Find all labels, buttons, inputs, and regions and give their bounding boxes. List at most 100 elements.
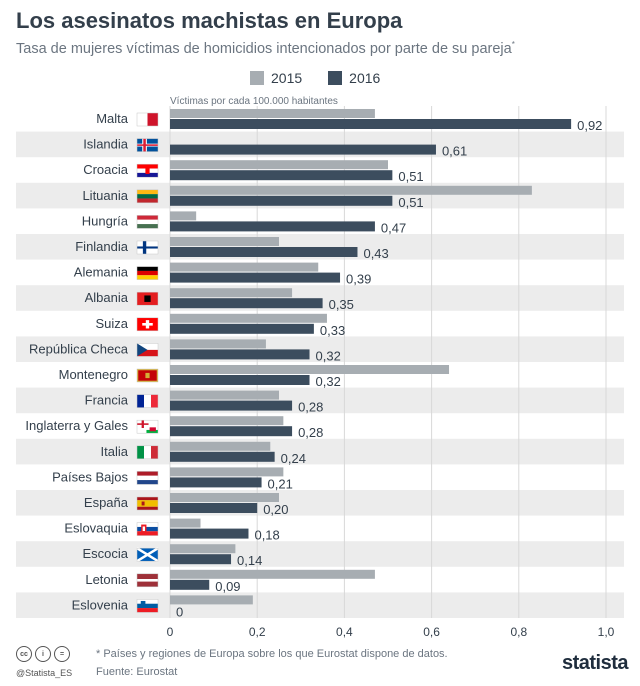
flag-lithuania-icon (136, 189, 159, 204)
value-label-2016: 0,09 (215, 579, 240, 594)
flag-slovakia-icon (136, 522, 159, 536)
bar-2016 (170, 528, 249, 539)
bar-2015 (170, 185, 532, 195)
bar-chart: Víctimas por cada 100.000 habitantes 0 0,2… (16, 96, 624, 639)
bar-2015 (170, 262, 319, 272)
value-label-2016: 0,21 (268, 476, 293, 491)
value-label-2016: 0,28 (298, 400, 323, 415)
social-handle: @Statista_ES (16, 668, 73, 678)
flag-albania-icon (136, 291, 159, 306)
category-label: Países Bajos (52, 469, 128, 484)
statista-logo: statista (561, 652, 629, 674)
row-stripe (16, 438, 624, 465)
bar-2015 (170, 313, 327, 323)
row-stripe (16, 592, 624, 618)
value-label-2016: 0,61 (442, 144, 467, 159)
flag-england-wales-icon (136, 419, 159, 434)
value-label-2016: 0,18 (254, 528, 279, 543)
bar-2015 (170, 365, 450, 374)
flag-finland-icon (136, 240, 159, 255)
bar-2015 (170, 390, 279, 400)
category-label: Malta (96, 111, 129, 126)
category-label: Suiza (95, 316, 128, 331)
value-label-2016: 0,35 (329, 297, 354, 312)
category-label: Croacia (83, 162, 129, 177)
bar-2016 (170, 221, 375, 232)
license-icons: cc i = (16, 646, 73, 662)
row-stripe (16, 541, 624, 567)
legend-swatch-2016 (328, 71, 343, 85)
flag-spain-icon (136, 496, 159, 511)
bar-2015 (170, 416, 284, 426)
value-label-2016: 0,32 (316, 374, 341, 389)
bar-2015 (170, 544, 236, 554)
bar-2016 (170, 323, 314, 334)
flag-malta-icon (136, 112, 159, 127)
bar-2015 (170, 518, 201, 528)
bar-2016 (170, 400, 293, 411)
cc-icon: cc (16, 646, 32, 662)
category-label: Francia (85, 393, 129, 408)
subtitle-footnote-mark: * (511, 40, 515, 49)
category-label: Italia (101, 444, 129, 459)
source: Fuente: Eurostat (96, 666, 178, 678)
value-label-2016: 0,92 (577, 118, 602, 133)
chart-title: Los asesinatos machistas en Europa (16, 8, 403, 33)
bar-2016 (170, 170, 393, 181)
value-label-2016: 0,32 (316, 348, 341, 363)
bar-2016 (170, 426, 293, 437)
legend-item-2016: 2016 (328, 70, 380, 86)
bar-2015 (170, 569, 375, 579)
bar-2015 (170, 441, 271, 451)
category-label: Islandia (83, 137, 129, 152)
value-label-2016: 0,20 (263, 502, 288, 517)
bar-2016 (170, 477, 262, 488)
flag-france-icon (136, 394, 159, 408)
value-label-2016: 0,14 (237, 553, 262, 568)
category-label: Eslovaquia (64, 521, 128, 536)
bar-2016 (170, 119, 572, 129)
flag-hungary-icon (136, 215, 159, 229)
value-label-2016: 0,39 (346, 272, 371, 287)
bar-2015 (170, 211, 197, 221)
category-label: Montenegro (59, 367, 128, 382)
flag-iceland-icon (136, 138, 159, 152)
flag-slovenia-icon (136, 599, 159, 613)
value-label-2016: 0,47 (381, 220, 406, 235)
bar-2016 (170, 349, 310, 360)
row-stripe (16, 387, 624, 414)
bar-2016 (170, 298, 323, 309)
row-stripe (16, 490, 624, 516)
bar-2016 (170, 272, 341, 283)
chart-subtitle: Tasa de mujeres víctimas de homicidios i… (16, 40, 515, 57)
category-label: Letonia (85, 572, 128, 587)
value-label-2016: 0,28 (298, 425, 323, 440)
flag-montenegro-icon (136, 368, 159, 383)
value-label-2016: 0,33 (320, 323, 345, 338)
value-label-2016: 0 (176, 604, 183, 619)
legend-label-2016: 2016 (349, 70, 381, 86)
category-label: Albania (85, 290, 129, 305)
category-label: Alemania (74, 265, 129, 280)
flag-germany-icon (136, 266, 159, 280)
legend: 2015 2016 (250, 70, 406, 86)
x-tick-label: 0,8 (510, 625, 527, 639)
category-label: Lituania (82, 188, 128, 203)
bar-2015 (170, 595, 253, 605)
flag-croatia-icon (136, 163, 159, 178)
bar-2015 (170, 288, 293, 298)
bar-2015 (170, 467, 284, 477)
unit-label: Víctimas por cada 100.000 habitantes (170, 96, 338, 107)
flag-latvia-icon (136, 573, 159, 588)
bar-2016 (170, 375, 310, 385)
flag-netherlands-icon (136, 471, 159, 485)
bar-2016 (170, 451, 275, 462)
category-label: República Checa (29, 341, 129, 356)
bar-2015 (170, 160, 388, 170)
bar-2015 (170, 109, 375, 118)
x-tick-label: 0 (167, 625, 174, 639)
legend-item-2015: 2015 (250, 70, 302, 86)
subtitle-text: Tasa de mujeres víctimas de homicidios i… (16, 40, 512, 57)
bar-2015 (170, 339, 266, 349)
x-tick-label: 1,0 (598, 625, 615, 639)
